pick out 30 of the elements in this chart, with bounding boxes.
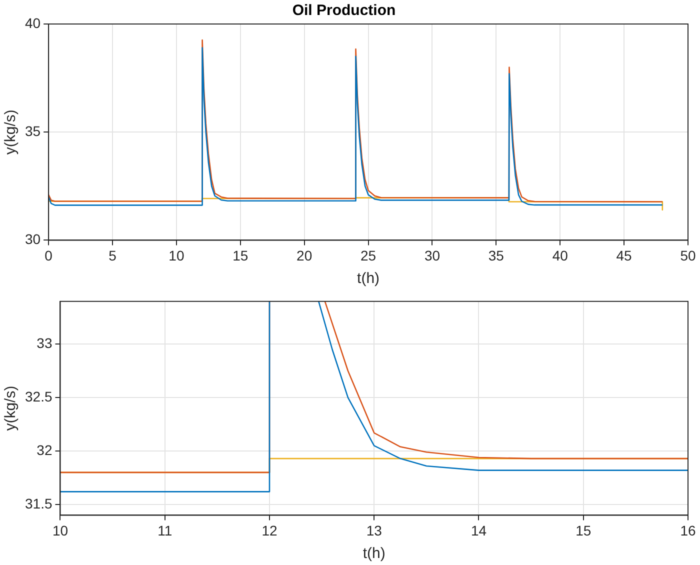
x-tick-label: 10	[168, 247, 184, 264]
chart-title: Oil Production	[292, 2, 396, 20]
x-tick-label: 35	[488, 247, 504, 264]
y-tick-label: 33	[36, 335, 52, 352]
x-tick-label: 15	[232, 247, 248, 264]
y-tick-label: 31.5	[25, 495, 52, 512]
x-tick-label: 11	[158, 522, 172, 538]
y-axis-title: y(kg/s)	[2, 110, 20, 155]
x-tick-label: 0	[44, 247, 53, 264]
y-axis-title: y(kg/s)	[2, 386, 20, 431]
x-tick-label: 25	[360, 247, 376, 264]
x-tick-label: 30	[424, 247, 440, 264]
x-tick-label: 40	[552, 247, 568, 264]
x-tick-label: 45	[616, 247, 632, 264]
y-tick-label: 30	[24, 231, 41, 248]
x-tick-label: 20	[296, 247, 312, 264]
y-tick-label: 32	[36, 442, 52, 458]
x-tick-label: 14	[470, 522, 487, 538]
x-tick-label: 12	[262, 522, 278, 538]
y-tick-label: 35	[24, 122, 41, 139]
x-axis-title: t(h)	[357, 270, 380, 288]
y-tick-label: 40	[24, 14, 41, 31]
x-tick-label: 16	[680, 522, 696, 538]
x-axis-title: t(h)	[362, 545, 386, 562]
x-tick-label: 13	[366, 522, 382, 538]
x-tick-label: 50	[680, 247, 696, 264]
x-tick-label: 15	[576, 522, 592, 538]
y-tick-label: 32.5	[25, 388, 52, 404]
x-tick-label: 5	[108, 247, 117, 264]
x-tick-label: 10	[52, 522, 68, 538]
